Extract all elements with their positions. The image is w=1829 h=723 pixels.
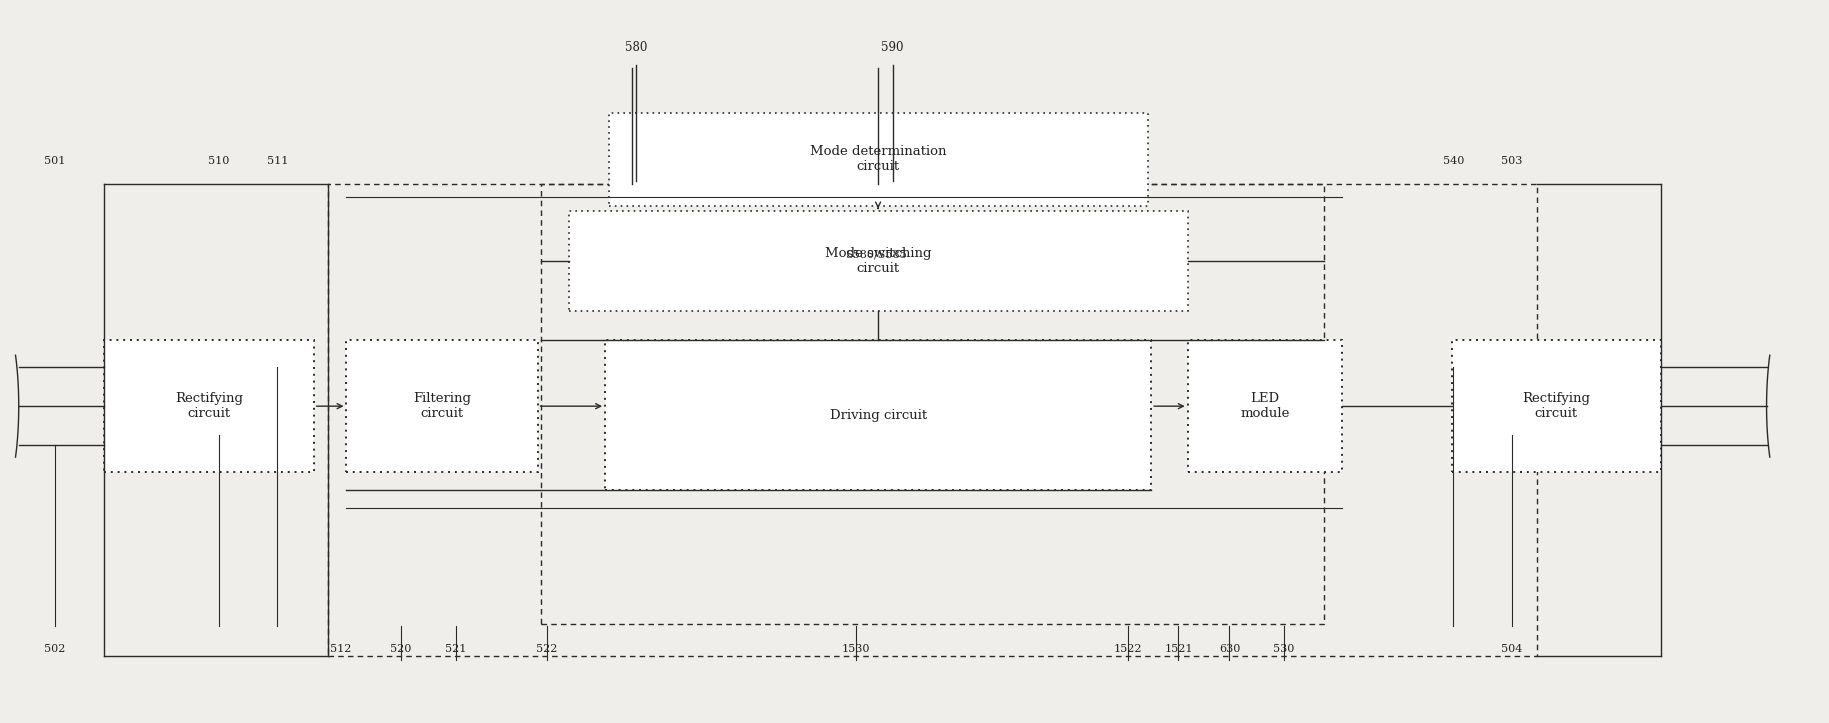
Text: 1521: 1521: [1165, 643, 1193, 654]
Bar: [1452, 340, 1661, 472]
Text: 580: 580: [626, 40, 647, 54]
Text: 520: 520: [390, 643, 412, 654]
Bar: [327, 184, 1536, 656]
Text: 521: 521: [444, 643, 466, 654]
Bar: [569, 211, 1187, 312]
Text: 501: 501: [44, 156, 66, 166]
Bar: [605, 340, 1150, 490]
Bar: [104, 340, 315, 472]
Text: Mode switching
circuit: Mode switching circuit: [825, 247, 931, 275]
Text: S580/S585: S580/S585: [845, 249, 907, 260]
Text: 512: 512: [331, 643, 351, 654]
Text: LED
module: LED module: [1240, 392, 1289, 420]
Text: Rectifying
circuit: Rectifying circuit: [1522, 392, 1589, 420]
Text: 502: 502: [44, 643, 66, 654]
Bar: [1187, 340, 1342, 472]
Text: 522: 522: [536, 643, 558, 654]
Bar: [609, 113, 1147, 206]
Text: 1522: 1522: [1114, 643, 1141, 654]
Text: Filtering
circuit: Filtering circuit: [413, 392, 472, 420]
Text: 504: 504: [1502, 643, 1522, 654]
Text: Mode determination
circuit: Mode determination circuit: [810, 145, 946, 174]
Text: 1530: 1530: [841, 643, 871, 654]
Text: Rectifying
circuit: Rectifying circuit: [176, 392, 243, 420]
Bar: [346, 340, 538, 472]
Bar: [541, 184, 1324, 624]
Text: 590: 590: [882, 40, 904, 54]
Text: 511: 511: [267, 156, 287, 166]
Text: 630: 630: [1218, 643, 1240, 654]
Text: 530: 530: [1273, 643, 1295, 654]
Text: 540: 540: [1443, 156, 1463, 166]
Text: Driving circuit: Driving circuit: [830, 408, 927, 422]
Text: 510: 510: [209, 156, 230, 166]
Text: 503: 503: [1502, 156, 1522, 166]
